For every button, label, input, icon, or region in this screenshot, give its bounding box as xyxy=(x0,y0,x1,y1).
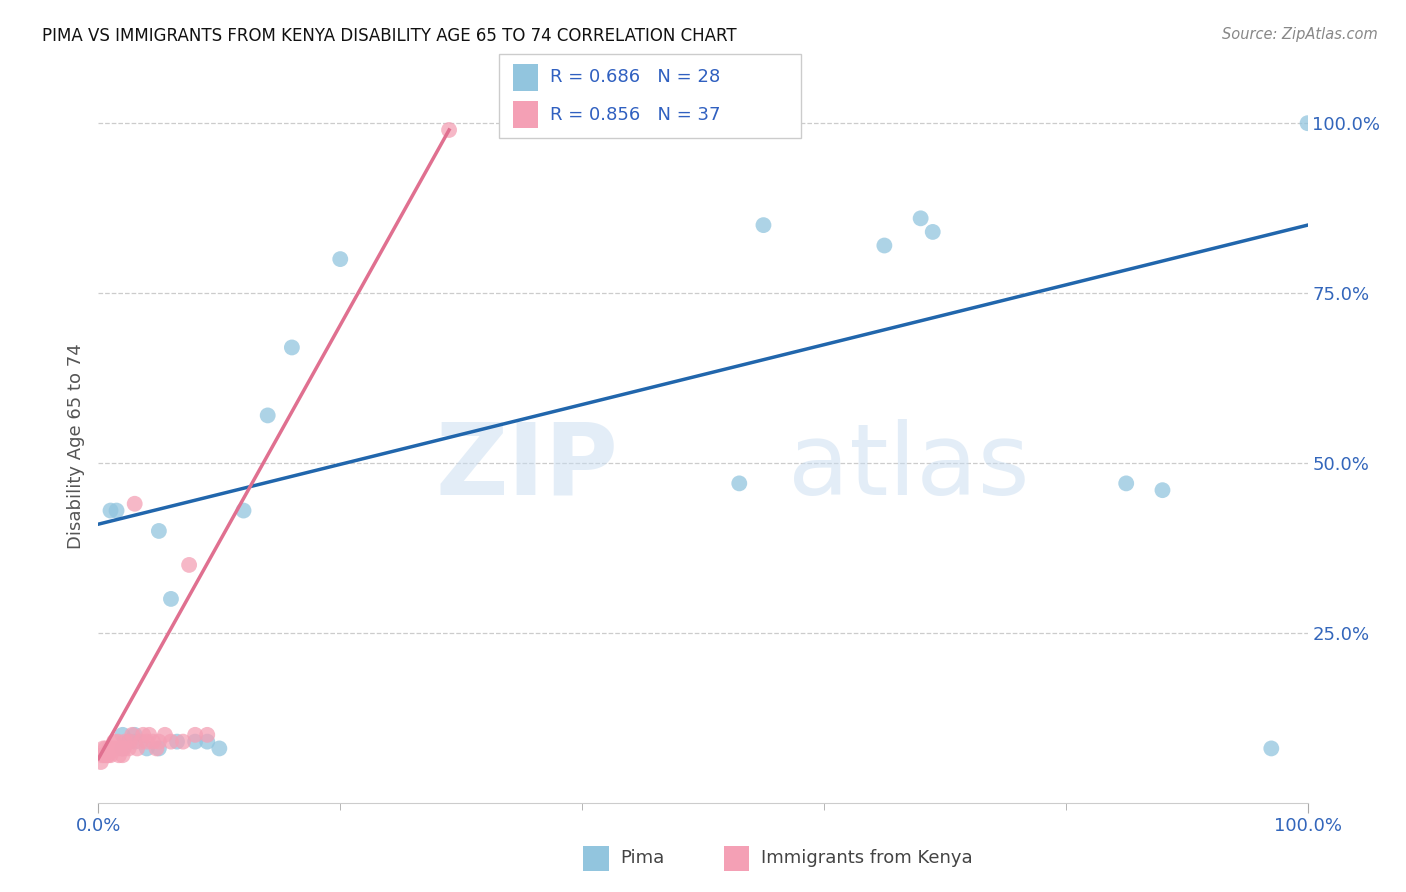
Point xyxy=(91,748,114,763)
Point xyxy=(90,755,112,769)
Point xyxy=(329,252,352,266)
Point xyxy=(111,748,134,763)
Point xyxy=(91,741,114,756)
Text: atlas: atlas xyxy=(787,419,1029,516)
Point xyxy=(184,728,207,742)
Point xyxy=(105,503,128,517)
Text: R = 0.686   N = 28: R = 0.686 N = 28 xyxy=(550,69,720,87)
Point xyxy=(179,558,201,572)
Point xyxy=(124,734,146,748)
Point xyxy=(148,524,170,538)
Text: Source: ZipAtlas.com: Source: ZipAtlas.com xyxy=(1222,27,1378,42)
Point xyxy=(112,741,135,756)
Point xyxy=(752,218,775,232)
Point xyxy=(94,741,117,756)
Point xyxy=(281,341,304,355)
Point xyxy=(153,728,176,742)
Point xyxy=(100,503,122,517)
Point xyxy=(172,734,194,748)
Point xyxy=(114,734,136,748)
Point xyxy=(1260,741,1282,756)
Point xyxy=(208,741,231,756)
Point xyxy=(97,748,120,763)
Point xyxy=(1115,476,1137,491)
Point xyxy=(1296,116,1319,130)
Point xyxy=(184,734,207,748)
Point xyxy=(108,741,131,756)
Point xyxy=(166,734,188,748)
Text: PIMA VS IMMIGRANTS FROM KENYA DISABILITY AGE 65 TO 74 CORRELATION CHART: PIMA VS IMMIGRANTS FROM KENYA DISABILITY… xyxy=(42,27,737,45)
Point xyxy=(118,734,141,748)
Point xyxy=(118,741,141,756)
Y-axis label: Disability Age 65 to 74: Disability Age 65 to 74 xyxy=(66,343,84,549)
Point xyxy=(107,734,129,748)
Point xyxy=(873,238,896,252)
Point xyxy=(93,748,115,763)
Point xyxy=(127,741,149,756)
Text: ZIP: ZIP xyxy=(436,419,619,516)
Text: Immigrants from Kenya: Immigrants from Kenya xyxy=(761,849,973,867)
Point xyxy=(437,123,460,137)
Point xyxy=(135,741,157,756)
Point xyxy=(118,734,141,748)
Text: Pima: Pima xyxy=(620,849,664,867)
Point xyxy=(108,748,131,763)
Text: R = 0.856   N = 37: R = 0.856 N = 37 xyxy=(550,105,720,123)
Point xyxy=(148,741,170,756)
Point xyxy=(135,734,157,748)
Point xyxy=(160,734,183,748)
Point xyxy=(195,734,218,748)
Point xyxy=(101,741,124,756)
Point xyxy=(921,225,943,239)
Point xyxy=(96,748,118,763)
Point xyxy=(111,741,134,756)
Point xyxy=(138,728,160,742)
Point xyxy=(256,409,278,423)
Point xyxy=(910,211,932,226)
Point xyxy=(124,497,146,511)
Point xyxy=(195,728,218,742)
Point xyxy=(148,734,170,748)
Point xyxy=(160,591,183,606)
Point xyxy=(111,728,134,742)
Point xyxy=(232,503,254,517)
Point xyxy=(1152,483,1174,498)
Point xyxy=(121,728,143,742)
Point xyxy=(124,728,146,742)
Point xyxy=(728,476,751,491)
Point xyxy=(142,734,165,748)
Point xyxy=(98,741,121,756)
Point xyxy=(105,741,128,756)
Point xyxy=(100,748,122,763)
Point xyxy=(103,734,125,748)
Point xyxy=(132,728,155,742)
Point xyxy=(145,741,167,756)
Point xyxy=(129,734,152,748)
